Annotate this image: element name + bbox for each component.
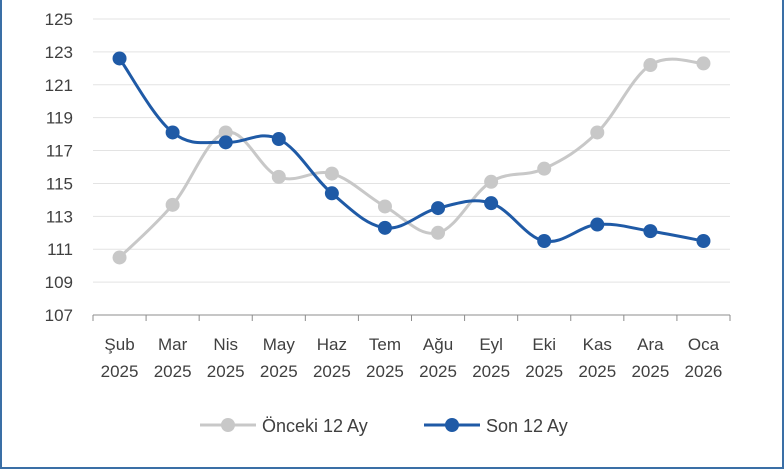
x-tick-label: 2025 <box>313 362 351 381</box>
data-point <box>271 132 286 147</box>
legend-marker <box>221 418 235 432</box>
x-tick-label: 2026 <box>685 362 723 381</box>
x-tick-label: Ara <box>637 335 664 354</box>
y-tick-label: 119 <box>46 109 73 128</box>
data-point <box>696 56 711 71</box>
y-tick-label: 113 <box>46 207 73 226</box>
data-point <box>590 217 605 232</box>
data-point <box>643 224 658 239</box>
x-tick-label: Haz <box>317 335 347 354</box>
y-tick-label: 121 <box>45 76 73 95</box>
x-tick-label: Eki <box>532 335 556 354</box>
data-point <box>112 51 127 66</box>
x-tick-label: Şub <box>104 335 134 354</box>
x-tick-label: Nis <box>213 335 238 354</box>
data-point <box>377 199 392 214</box>
legend-marker <box>445 418 459 432</box>
y-tick-label: 109 <box>45 273 73 292</box>
x-axis: Şub 2025 Mar 2025 Nis 2025 May 2025 Haz 2025 Tem 20… <box>92 314 731 381</box>
x-tick-label: Kas <box>583 335 612 354</box>
data-point <box>165 125 180 140</box>
y-axis: 107 109 111 113 115 117 119 121 123 125 <box>45 10 73 325</box>
data-point <box>165 197 180 212</box>
x-tick-label: 2025 <box>419 362 457 381</box>
x-tick-label: 2025 <box>260 362 298 381</box>
y-tick-label: 111 <box>47 240 73 259</box>
data-point <box>112 250 127 265</box>
x-tick-label: 2025 <box>578 362 616 381</box>
series-2 <box>112 51 711 248</box>
x-tick-label: Ağu <box>423 335 453 354</box>
x-tick-label: 2025 <box>207 362 245 381</box>
x-tick-label: May <box>263 335 296 354</box>
x-tick-label: 2025 <box>631 362 669 381</box>
gridlines <box>93 18 730 283</box>
y-tick-label: 115 <box>46 174 73 193</box>
x-tick-label: Mar <box>158 335 188 354</box>
data-point <box>218 125 233 140</box>
y-tick-label: 125 <box>45 10 73 29</box>
data-point <box>484 196 499 211</box>
x-tick-label: 2025 <box>101 362 139 381</box>
legend: Önceki 12 Ay Son 12 Ay <box>200 416 568 436</box>
data-point <box>484 174 499 189</box>
x-tick-label: 2025 <box>154 362 192 381</box>
x-tick-label: Tem <box>369 335 401 354</box>
y-tick-label: 123 <box>45 43 73 62</box>
x-tick-label: Eyl <box>479 335 503 354</box>
data-point <box>324 186 339 201</box>
data-point <box>377 220 392 235</box>
data-point <box>590 125 605 140</box>
data-point <box>271 169 286 184</box>
legend-item-1: Önceki 12 Ay <box>200 416 368 436</box>
data-point <box>324 166 339 181</box>
x-tick-label: 2025 <box>472 362 510 381</box>
data-point <box>537 234 552 248</box>
data-point <box>643 58 658 73</box>
legend-label: Önceki 12 Ay <box>262 416 368 436</box>
data-point <box>431 225 446 240</box>
y-tick-label: 117 <box>46 142 73 161</box>
data-point <box>696 234 711 248</box>
x-tick-label: 2025 <box>366 362 404 381</box>
data-point <box>431 201 446 216</box>
data-point <box>218 135 233 150</box>
x-tick-label: Oca <box>688 335 720 354</box>
series-group <box>112 51 711 265</box>
legend-item-2: Son 12 Ay <box>424 416 568 436</box>
series-line <box>118 57 704 259</box>
legend-label: Son 12 Ay <box>486 416 568 436</box>
x-tick-label: 2025 <box>525 362 563 381</box>
y-tick-label: 107 <box>45 306 73 325</box>
series-1 <box>112 56 711 265</box>
data-point <box>537 161 552 176</box>
